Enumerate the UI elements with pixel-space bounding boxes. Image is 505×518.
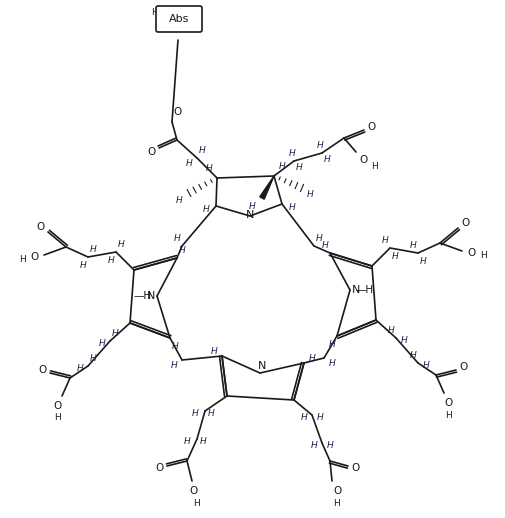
Text: H: H: [19, 254, 25, 264]
Text: H: H: [322, 240, 328, 250]
Text: O: O: [360, 155, 368, 165]
Text: O: O: [147, 147, 155, 157]
Text: N: N: [147, 291, 155, 301]
Text: H: H: [150, 7, 158, 17]
Text: O: O: [462, 218, 470, 228]
Text: O: O: [368, 122, 376, 132]
Text: O: O: [460, 362, 468, 372]
Text: H: H: [289, 203, 295, 211]
Text: H: H: [329, 358, 335, 367]
Text: H: H: [317, 412, 323, 422]
Text: H: H: [176, 195, 182, 205]
Text: H: H: [54, 413, 61, 423]
Text: O: O: [155, 463, 163, 473]
Text: O: O: [30, 252, 38, 262]
Text: H: H: [98, 338, 106, 348]
Text: O: O: [173, 107, 181, 117]
Text: N: N: [246, 210, 254, 220]
Text: H: H: [208, 409, 215, 418]
Text: H: H: [77, 364, 83, 372]
Text: H: H: [184, 437, 190, 445]
Text: O: O: [190, 486, 198, 496]
Text: H: H: [481, 251, 487, 260]
Text: —H: —H: [356, 285, 374, 295]
Text: H: H: [311, 440, 317, 450]
Text: H: H: [382, 236, 388, 244]
Text: H: H: [423, 361, 429, 369]
Text: O: O: [53, 401, 61, 411]
Text: H: H: [324, 154, 330, 164]
Text: H: H: [198, 146, 206, 154]
Text: H: H: [391, 252, 398, 261]
Text: H: H: [112, 328, 118, 338]
Text: O: O: [36, 222, 44, 232]
Text: H: H: [186, 159, 192, 167]
Text: H: H: [317, 140, 323, 150]
Text: N: N: [352, 285, 360, 295]
Text: H: H: [174, 234, 180, 242]
Text: H: H: [171, 361, 177, 369]
Text: H: H: [179, 246, 185, 254]
Text: H: H: [410, 240, 417, 250]
Text: H: H: [206, 164, 213, 172]
Text: H: H: [193, 498, 200, 508]
Text: H: H: [118, 239, 124, 249]
Text: H: H: [334, 498, 340, 508]
Text: H: H: [410, 351, 417, 359]
Text: H: H: [89, 353, 96, 363]
Text: N: N: [258, 361, 266, 371]
Text: H: H: [400, 336, 408, 344]
FancyBboxPatch shape: [156, 6, 202, 32]
Text: H: H: [80, 261, 86, 269]
Text: H: H: [211, 347, 217, 355]
Text: H: H: [309, 353, 316, 363]
Text: H: H: [279, 162, 285, 170]
Text: H: H: [329, 339, 335, 349]
Text: H: H: [108, 255, 114, 265]
Text: O: O: [352, 463, 360, 473]
Text: H: H: [445, 410, 452, 420]
Text: H: H: [316, 234, 322, 242]
Text: H: H: [388, 325, 394, 335]
Text: H: H: [289, 149, 295, 157]
Text: H: H: [203, 205, 210, 213]
Text: H: H: [295, 163, 302, 171]
Text: H: H: [420, 256, 426, 266]
Text: O: O: [38, 365, 46, 375]
Text: H: H: [371, 162, 377, 170]
Text: Abs: Abs: [169, 14, 189, 24]
Text: O: O: [468, 248, 476, 258]
Text: H: H: [307, 190, 314, 198]
Text: —H: —H: [134, 291, 152, 301]
Text: H: H: [199, 437, 207, 445]
Text: H: H: [191, 409, 198, 418]
Text: O: O: [445, 398, 453, 408]
Text: H: H: [172, 341, 178, 351]
Text: H: H: [89, 244, 96, 253]
Text: H: H: [327, 440, 333, 450]
Text: H: H: [248, 202, 256, 210]
Text: H: H: [300, 412, 308, 422]
Polygon shape: [260, 176, 274, 199]
Text: O: O: [333, 486, 341, 496]
